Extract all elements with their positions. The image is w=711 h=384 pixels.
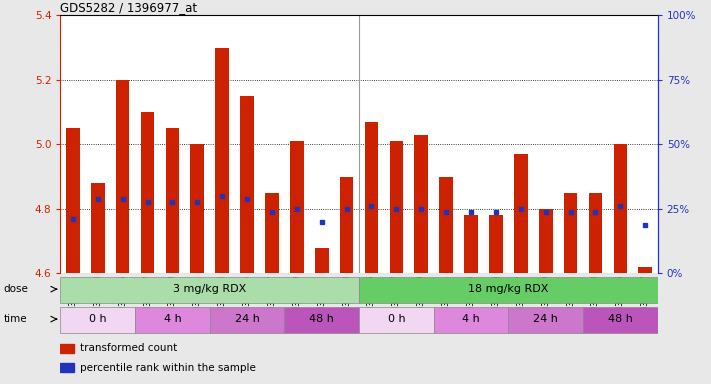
Text: 3 mg/kg RDX: 3 mg/kg RDX — [173, 284, 247, 294]
Bar — [415, 135, 428, 273]
Bar — [390, 141, 403, 273]
Bar — [215, 48, 229, 273]
Bar — [240, 96, 254, 273]
Text: 48 h: 48 h — [608, 314, 633, 324]
Text: time: time — [4, 314, 27, 324]
Bar — [564, 193, 577, 273]
Text: 24 h: 24 h — [533, 314, 558, 324]
Bar — [365, 122, 378, 273]
Bar — [210, 307, 284, 333]
Bar — [60, 363, 73, 372]
Text: 4 h: 4 h — [164, 314, 181, 324]
Text: 4 h: 4 h — [462, 314, 480, 324]
Bar — [614, 144, 627, 273]
Bar — [91, 183, 105, 273]
Bar — [166, 128, 179, 273]
Bar — [265, 193, 279, 273]
Text: GDS5282 / 1396977_at: GDS5282 / 1396977_at — [60, 1, 198, 14]
Bar — [508, 307, 583, 333]
Bar — [539, 209, 552, 273]
Bar — [116, 80, 129, 273]
Bar — [340, 177, 353, 273]
Bar — [359, 277, 658, 303]
Text: 18 mg/kg RDX: 18 mg/kg RDX — [468, 284, 549, 294]
Text: 0 h: 0 h — [89, 314, 107, 324]
Text: percentile rank within the sample: percentile rank within the sample — [80, 363, 255, 373]
Bar — [583, 307, 658, 333]
Bar — [135, 307, 210, 333]
Bar — [489, 215, 503, 273]
Text: transformed count: transformed count — [80, 343, 177, 353]
Bar — [284, 307, 359, 333]
Bar — [66, 128, 80, 273]
Text: 24 h: 24 h — [235, 314, 260, 324]
Bar — [439, 177, 453, 273]
Bar — [464, 215, 478, 273]
Bar — [589, 193, 602, 273]
Text: 48 h: 48 h — [309, 314, 334, 324]
Bar — [191, 144, 204, 273]
Bar — [434, 307, 508, 333]
Bar — [60, 344, 73, 353]
Bar — [359, 307, 434, 333]
Bar — [638, 267, 652, 273]
Bar — [290, 141, 304, 273]
Bar — [60, 277, 359, 303]
Text: 0 h: 0 h — [387, 314, 405, 324]
Bar — [60, 307, 135, 333]
Text: dose: dose — [4, 284, 28, 294]
Bar — [514, 154, 528, 273]
Bar — [315, 248, 328, 273]
Bar — [141, 112, 154, 273]
